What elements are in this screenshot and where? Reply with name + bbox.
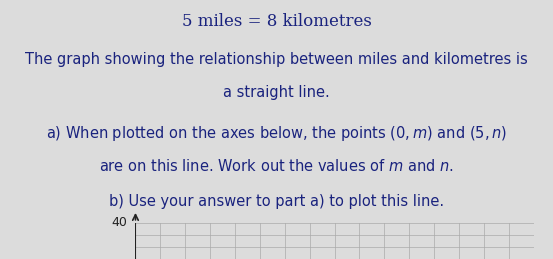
Text: a) When plotted on the axes below, the points $(0, m)$ and $(5, n)$: a) When plotted on the axes below, the p…	[46, 124, 507, 143]
Text: The graph showing the relationship between miles and kilometres is: The graph showing the relationship betwe…	[25, 52, 528, 67]
Text: a straight line.: a straight line.	[223, 85, 330, 100]
Text: 40: 40	[112, 216, 128, 229]
Text: 5 miles = 8 kilometres: 5 miles = 8 kilometres	[181, 13, 372, 30]
Text: b) Use your answer to part a) to plot this line.: b) Use your answer to part a) to plot th…	[109, 194, 444, 209]
Text: are on this line. Work out the values of $m$ and $n$.: are on this line. Work out the values of…	[99, 158, 454, 174]
